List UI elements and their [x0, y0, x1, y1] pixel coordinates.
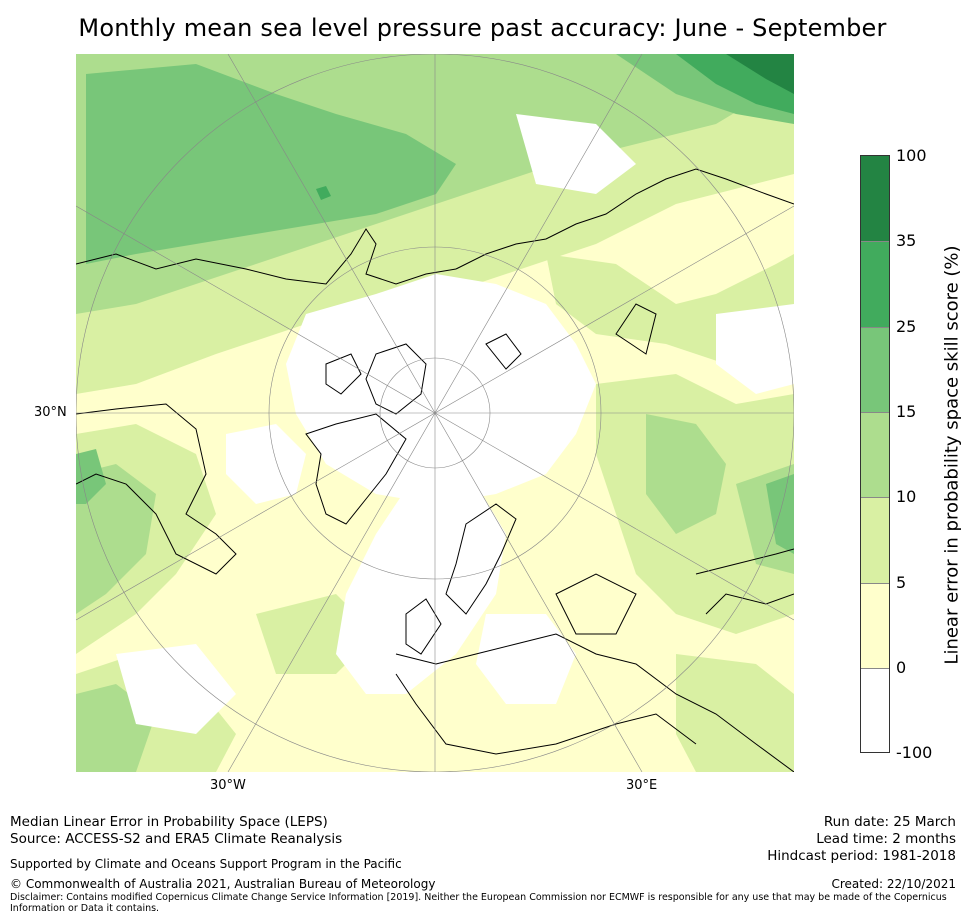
colorbar-segment-10-15: [861, 412, 889, 497]
footer-support: Supported by Climate and Oceans Support …: [10, 857, 402, 871]
colorbar: [860, 155, 890, 753]
lon-label-30w: 30°W: [210, 778, 246, 793]
chart-title: Monthly mean sea level pressure past acc…: [78, 14, 887, 42]
band-below-0: [116, 114, 794, 734]
colorbar-tick: 15: [896, 402, 917, 421]
created-date: Created: 22/10/2021: [831, 877, 956, 891]
colorbar-segment-below-0: [861, 668, 889, 752]
colorbar-tick: 10: [896, 487, 917, 506]
colorbar-segment-0-5: [861, 583, 889, 668]
band-35-100: [726, 54, 794, 94]
colorbar-tick: 35: [896, 231, 917, 250]
footer-copyright: © Commonwealth of Australia 2021, Austra…: [10, 877, 436, 891]
footer-disclaimer-line1: Disclaimer: Contains modified Copernicus…: [10, 892, 947, 903]
colorbar-tick: 0: [896, 658, 907, 677]
colorbar-title: Linear error in probability space skill …: [941, 245, 963, 665]
colorbar-tick: -100: [896, 743, 933, 762]
colorbar-segment-5-10: [861, 497, 889, 583]
coastlines: [76, 168, 794, 772]
footer-disclaimer-line2: Information or Data it contains.: [10, 903, 160, 914]
colorbar-segment-15-25: [861, 327, 889, 412]
lead-time: Lead time: 2 months: [816, 831, 956, 847]
hindcast-period: Hindcast period: 1981-2018: [767, 848, 956, 864]
colorbar-tick: 5: [896, 573, 907, 592]
colorbar-segment-25-35: [861, 241, 889, 327]
colorbar-segment-35-100: [861, 156, 889, 241]
run-date: Run date: 25 March: [823, 814, 956, 830]
skill-score-map: [76, 54, 794, 772]
lon-label-30e: 30°E: [626, 778, 658, 793]
colorbar-tick: 25: [896, 317, 917, 336]
polar-map: [76, 54, 794, 772]
colorbar-tick: 100: [896, 146, 927, 165]
footer-method: Median Linear Error in Probability Space…: [10, 814, 328, 830]
footer-source: Source: ACCESS-S2 and ERA5 Climate Reana…: [10, 831, 343, 847]
lat-label-30n: 30°N: [34, 405, 67, 420]
graticule: [76, 54, 794, 772]
